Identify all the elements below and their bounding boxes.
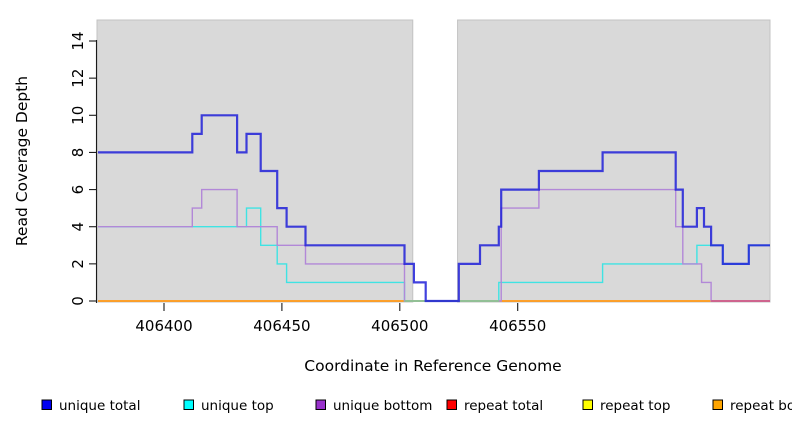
y-tick-label: 10	[69, 106, 87, 125]
legend-label: unique top	[201, 398, 274, 414]
x-axis-title: Coordinate in Reference Genome	[304, 357, 561, 375]
unique-top-swatch-icon	[183, 399, 194, 410]
legend-label: repeat total	[464, 398, 543, 414]
repeat-bottom-swatch-icon	[712, 399, 723, 410]
legend-label: unique total	[59, 398, 140, 414]
unique-bottom-swatch-icon	[315, 399, 326, 410]
plot-background-layer	[96, 19, 771, 303]
axes-layer: 0 2 4 6 8 10 12 14 406400 406450 406500 406550	[69, 31, 546, 335]
legend-item-repeat-bottom: repeat bottom	[712, 398, 792, 414]
x-tick-label: 406450	[253, 317, 310, 335]
y-tick-label: 14	[69, 31, 87, 50]
y-tick-label: 8	[69, 148, 87, 158]
y-tick-label: 4	[69, 222, 87, 232]
x-tick-label: 406500	[371, 317, 428, 335]
legend-item-repeat-top: repeat top	[582, 398, 670, 414]
legend-item-unique-total: unique total	[41, 398, 140, 414]
unique-total-swatch-icon	[41, 399, 52, 410]
legend: unique total unique top unique bottom repea…	[41, 398, 792, 414]
legend-label: repeat top	[600, 398, 670, 414]
x-tick-label: 406400	[135, 317, 192, 335]
x-tick-label: 406550	[489, 317, 546, 335]
legend-label: unique bottom	[333, 398, 432, 414]
y-tick-label: 12	[69, 69, 87, 88]
plot-background-left	[96, 19, 414, 303]
legend-item-unique-bottom: unique bottom	[315, 398, 432, 414]
series-layer	[98, 114, 771, 303]
y-tick-label: 2	[69, 259, 87, 269]
y-tick-label: 0	[69, 296, 87, 306]
repeat-top-swatch-icon	[582, 399, 593, 410]
plot-background-right	[457, 19, 771, 303]
series-unique-total	[98, 114, 770, 303]
legend-item-unique-top: unique top	[183, 398, 274, 414]
y-tick-label: 6	[69, 185, 87, 195]
y-axis-title: Read Coverage Depth	[13, 76, 31, 246]
legend-item-repeat-total: repeat total	[446, 398, 543, 414]
legend-label: repeat bottom	[730, 398, 792, 414]
repeat-total-swatch-icon	[446, 399, 457, 410]
